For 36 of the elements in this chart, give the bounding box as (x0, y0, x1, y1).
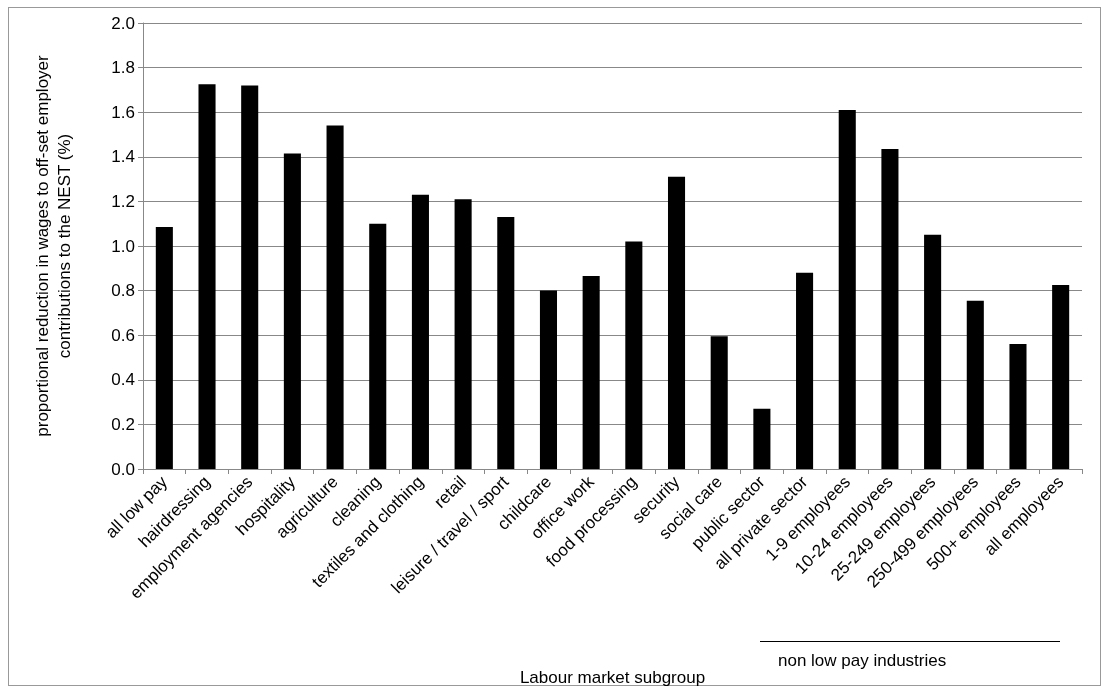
bar (155, 227, 173, 469)
bar (1009, 344, 1027, 469)
bar (241, 85, 259, 469)
y-tick-label: 1.8 (111, 58, 135, 78)
y-tick-label: 1.0 (111, 236, 135, 256)
y-tick-label: 1.2 (111, 191, 135, 211)
y-tick-label: 0.2 (111, 414, 135, 434)
bar (497, 217, 515, 469)
y-tick-label: 1.4 (111, 147, 135, 167)
y-tick-label: 1.6 (111, 102, 135, 122)
bar (198, 84, 216, 469)
y-axis-title: proportional reduction in wages to off-set employer contributions to the NEST (%) (32, 54, 74, 437)
bar (326, 125, 344, 469)
bar (411, 194, 429, 469)
y-tick-label: 0.8 (111, 281, 135, 301)
bar (796, 272, 814, 469)
y-tick-label: 0.0 (111, 459, 135, 479)
text: non low pay industries (778, 651, 947, 670)
bar (454, 199, 472, 469)
bar (369, 223, 387, 469)
y-tick-label: 0.6 (111, 325, 135, 345)
bar (966, 300, 984, 469)
y-tick-label: 2.0 (111, 13, 135, 33)
bar (924, 234, 942, 469)
x-axis-title: Labour market subgroup (519, 668, 706, 687)
bar (539, 290, 558, 469)
bar (283, 153, 301, 469)
bar (881, 149, 899, 469)
bar (667, 176, 686, 469)
bar (1052, 285, 1070, 469)
y-tick-label: 0.4 (111, 370, 135, 390)
bar (838, 109, 856, 469)
bar (625, 241, 643, 469)
bar (582, 276, 600, 469)
bar (753, 408, 771, 469)
bar (710, 336, 728, 469)
